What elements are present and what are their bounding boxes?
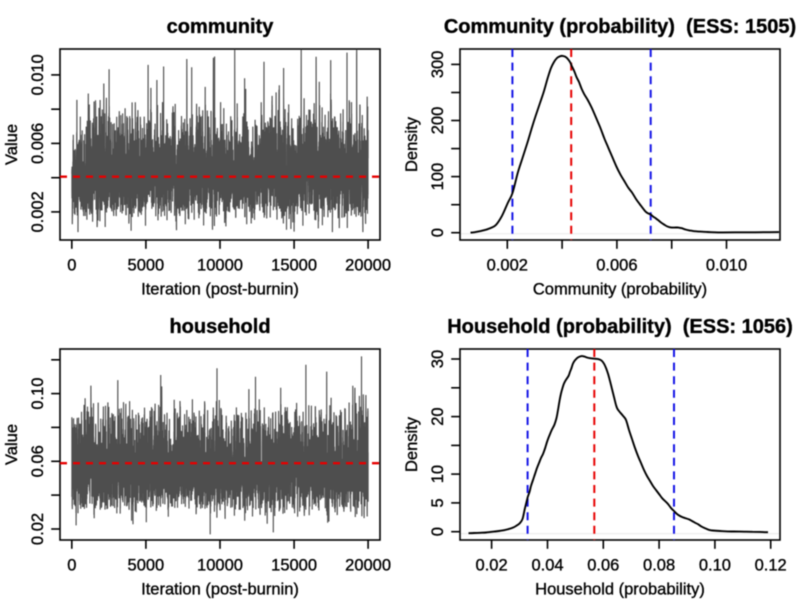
svg-text:10: 10 xyxy=(429,465,447,483)
svg-text:0.06: 0.06 xyxy=(29,445,47,477)
svg-text:Community (probability) (ESS:: Community (probability) (ESS: 1505) xyxy=(444,16,796,38)
svg-text:5000: 5000 xyxy=(128,257,165,275)
svg-text:Value: Value xyxy=(3,124,21,165)
svg-text:0.010: 0.010 xyxy=(29,54,47,95)
svg-text:15000: 15000 xyxy=(271,557,317,575)
svg-text:Household (probability): Household (probability) xyxy=(535,581,705,599)
svg-text:0.010: 0.010 xyxy=(706,257,747,275)
svg-text:0.006: 0.006 xyxy=(596,257,637,275)
svg-text:10000: 10000 xyxy=(197,257,243,275)
svg-text:Household (probability) (ESS:: Household (probability) (ESS: 1056) xyxy=(447,316,793,338)
svg-text:200: 200 xyxy=(429,107,447,135)
svg-text:5000: 5000 xyxy=(128,557,165,575)
svg-text:30: 30 xyxy=(429,350,447,368)
svg-text:Density: Density xyxy=(403,116,421,172)
svg-text:Value: Value xyxy=(3,424,21,465)
svg-text:0.12: 0.12 xyxy=(755,557,787,575)
svg-text:Iteration (post-burnin): Iteration (post-burnin) xyxy=(141,581,299,599)
svg-text:0.002: 0.002 xyxy=(487,257,528,275)
svg-text:0: 0 xyxy=(429,228,447,237)
svg-text:0.002: 0.002 xyxy=(29,191,47,232)
svg-text:0: 0 xyxy=(67,557,76,575)
svg-text:20: 20 xyxy=(429,407,447,425)
svg-text:10000: 10000 xyxy=(197,557,243,575)
svg-text:15000: 15000 xyxy=(271,257,317,275)
svg-text:20000: 20000 xyxy=(345,557,391,575)
svg-text:0.10: 0.10 xyxy=(29,378,47,410)
svg-text:0.06: 0.06 xyxy=(587,557,619,575)
svg-text:Density: Density xyxy=(403,416,421,472)
svg-text:20000: 20000 xyxy=(345,257,391,275)
svg-text:300: 300 xyxy=(429,51,447,79)
svg-text:household: household xyxy=(169,316,270,338)
svg-text:0: 0 xyxy=(429,527,447,536)
svg-text:0: 0 xyxy=(67,257,76,275)
svg-text:0.10: 0.10 xyxy=(699,557,731,575)
svg-text:Iteration (post-burnin): Iteration (post-burnin) xyxy=(141,281,299,299)
svg-text:5: 5 xyxy=(429,498,447,507)
svg-text:Community (probability): Community (probability) xyxy=(533,281,707,299)
svg-text:0.08: 0.08 xyxy=(643,557,675,575)
svg-text:0.006: 0.006 xyxy=(29,123,47,164)
svg-text:community: community xyxy=(167,16,275,38)
svg-text:100: 100 xyxy=(429,163,447,191)
svg-text:0.04: 0.04 xyxy=(531,557,563,575)
svg-text:0.02: 0.02 xyxy=(29,513,47,545)
svg-text:0.02: 0.02 xyxy=(476,557,508,575)
